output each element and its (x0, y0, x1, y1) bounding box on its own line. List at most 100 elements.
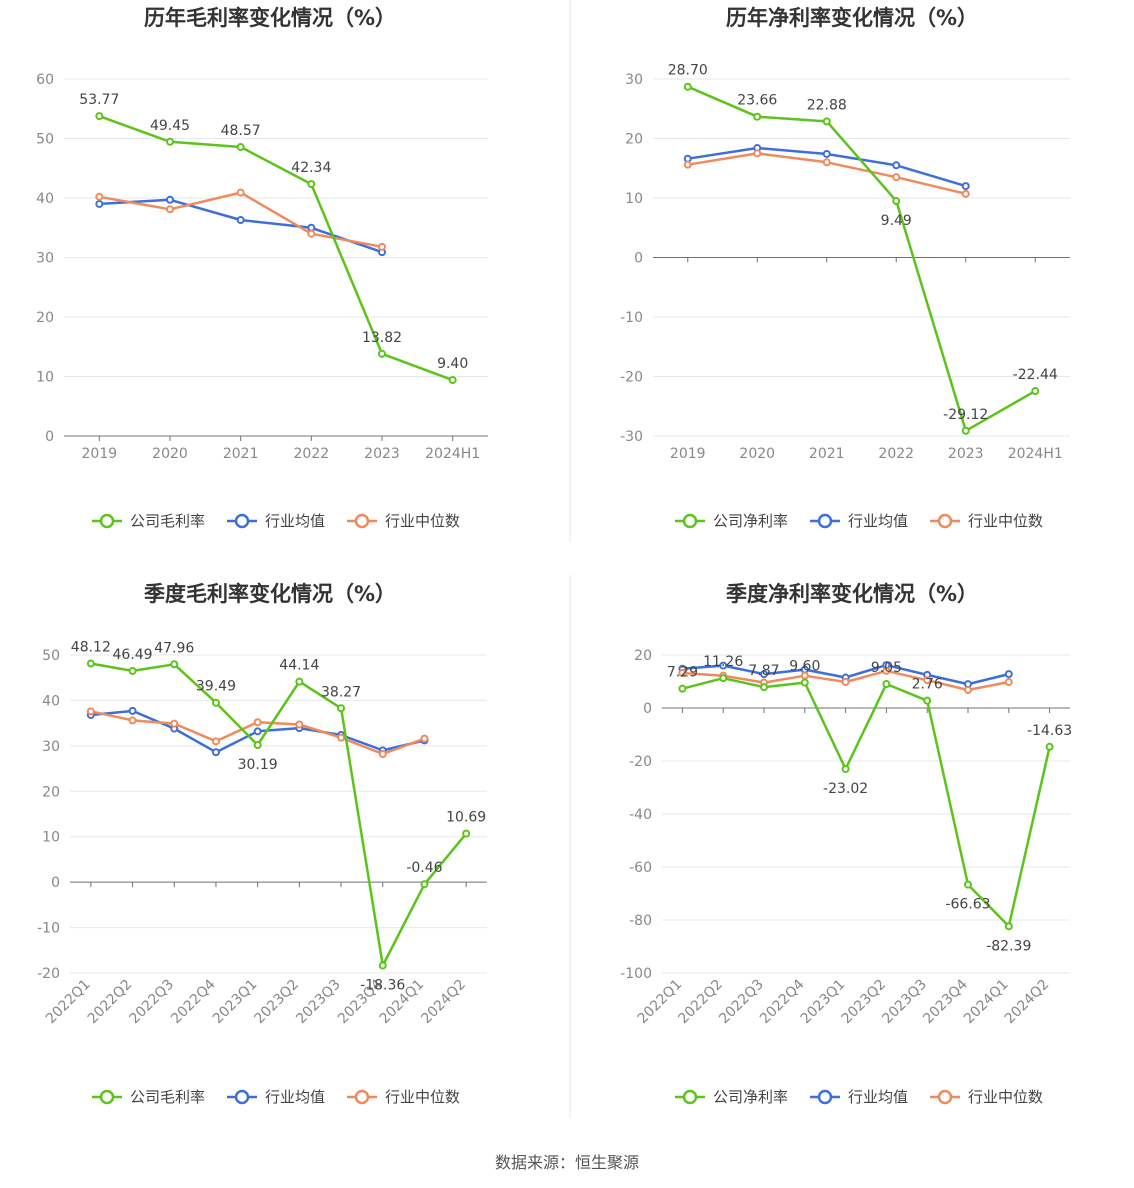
data-point-company (719, 674, 728, 683)
legend-label: 公司净利率 (713, 512, 788, 530)
legend-item-industry_avg[interactable]: 行业均值 (227, 1088, 325, 1106)
legend-item-company[interactable]: 公司净利率 (675, 1088, 788, 1106)
y-tick-label: -20 (620, 370, 643, 386)
data-point-industry_median (822, 158, 831, 167)
legend-marker (99, 513, 115, 529)
legend-label: 行业中位数 (968, 512, 1043, 530)
data-point-industry_avg (166, 195, 174, 204)
legend-marker (937, 1089, 953, 1105)
data-label: -22.44 (1013, 367, 1058, 383)
data-point-industry_avg (760, 670, 768, 679)
data-point-company (86, 659, 95, 668)
data-point-company (882, 680, 891, 689)
data-point-industry_median (128, 716, 137, 725)
y-tick-label: 40 (36, 191, 54, 207)
data-point-company (462, 829, 471, 838)
legend-label: 公司毛利率 (130, 512, 205, 530)
data-label: 28.70 (668, 63, 708, 79)
data-label: 42.34 (291, 160, 331, 176)
data-point-industry_median (378, 242, 386, 251)
series-line-company (90, 662, 468, 967)
data-label: -0.46 (406, 860, 442, 876)
legend-item-company[interactable]: 公司毛利率 (92, 512, 205, 530)
legend-item-industry_median[interactable]: 行业中位数 (347, 1088, 460, 1106)
legend-item-company[interactable]: 公司毛利率 (92, 1088, 205, 1106)
y-tick-label: -30 (620, 429, 643, 445)
source-note: 数据来源：恒生聚源 (495, 1153, 639, 1172)
data-point-industry_median (166, 205, 174, 214)
y-tick-label: 50 (42, 648, 60, 664)
data-point-company (166, 137, 174, 146)
x-tick-label: 2022Q3 (716, 977, 767, 1028)
data-label: 30.19 (238, 757, 278, 773)
x-tick-label: 2023Q3 (879, 977, 930, 1028)
data-point-company (964, 880, 972, 889)
legend-label: 行业中位数 (385, 512, 460, 530)
x-tick-label: 2022 (294, 446, 330, 462)
legend-label: 公司净利率 (713, 1088, 788, 1106)
x-tick-label: 2024Q2 (418, 977, 469, 1028)
data-label: -29.12 (943, 407, 988, 423)
legend-marker (817, 513, 833, 529)
data-label: 47.96 (154, 640, 194, 656)
data-point-industry_avg (128, 706, 137, 715)
legend-label: 行业均值 (848, 512, 908, 530)
y-tick-label: 30 (625, 72, 643, 88)
data-point-company (892, 197, 901, 206)
data-point-company (128, 666, 137, 675)
data-point-company (678, 684, 687, 693)
chart-title: 季度净利率变化情况（%） (726, 582, 978, 606)
data-point-industry_median (841, 678, 850, 687)
data-point-company (1045, 742, 1054, 751)
y-tick-label: 20 (625, 132, 643, 148)
data-label: 22.88 (807, 97, 847, 113)
data-point-company (420, 880, 429, 889)
chart-panel-4: 季度净利率变化情况（%）-100-80-60-40-200202022Q1202… (620, 582, 1072, 1106)
y-tick-label: 20 (36, 310, 54, 326)
data-point-industry_median (337, 733, 346, 742)
legend-item-industry_avg[interactable]: 行业均值 (810, 512, 908, 530)
legend-label: 行业中位数 (968, 1088, 1043, 1106)
legend-label: 行业均值 (265, 512, 325, 530)
y-tick-label: 0 (51, 875, 60, 891)
legend-marker (99, 1089, 115, 1105)
x-tick-label: 2023 (948, 446, 984, 462)
legend-label: 行业均值 (848, 1088, 908, 1106)
x-tick-label: 2024Q1 (961, 977, 1012, 1028)
data-point-industry_median (1004, 678, 1013, 687)
legend-item-industry_avg[interactable]: 行业均值 (227, 512, 325, 530)
legend-item-company[interactable]: 公司净利率 (675, 512, 788, 530)
legend-item-industry_median[interactable]: 行业中位数 (347, 512, 460, 530)
y-tick-label: 10 (36, 370, 54, 386)
data-point-industry_median (678, 669, 687, 678)
data-point-industry_avg (1004, 670, 1013, 679)
x-tick-label: 2024Q2 (1002, 977, 1053, 1028)
data-label: -23.02 (823, 781, 868, 797)
legend-item-industry_avg[interactable]: 行业均值 (810, 1088, 908, 1106)
data-label: 9.40 (437, 356, 468, 372)
data-point-company (961, 426, 970, 435)
data-label: 9.60 (789, 659, 820, 675)
series-line-industry_avg (99, 198, 383, 254)
x-tick-label: 2023 (364, 446, 400, 462)
data-point-industry_median (95, 192, 104, 201)
legend-label: 行业均值 (265, 1088, 325, 1106)
data-label: 2.76 (912, 677, 943, 693)
legend-item-industry_median[interactable]: 行业中位数 (930, 1088, 1043, 1106)
x-tick-label: 2021 (809, 446, 845, 462)
data-label: 9.49 (881, 213, 912, 229)
legend-item-industry_median[interactable]: 行业中位数 (930, 512, 1043, 530)
data-point-industry_median (236, 188, 245, 197)
legend-marker (234, 1089, 250, 1105)
x-tick-label: 2019 (670, 446, 706, 462)
data-point-company (1004, 922, 1013, 931)
data-point-company (236, 143, 245, 152)
series-line-company (98, 114, 454, 382)
data-point-industry_median (923, 676, 932, 685)
data-point-company (753, 112, 762, 121)
data-point-company (760, 683, 768, 692)
x-tick-label: 2020 (739, 446, 775, 462)
legend-marker (682, 513, 698, 529)
data-point-industry_median (892, 173, 901, 182)
x-tick-label: 2024H1 (1008, 446, 1063, 462)
